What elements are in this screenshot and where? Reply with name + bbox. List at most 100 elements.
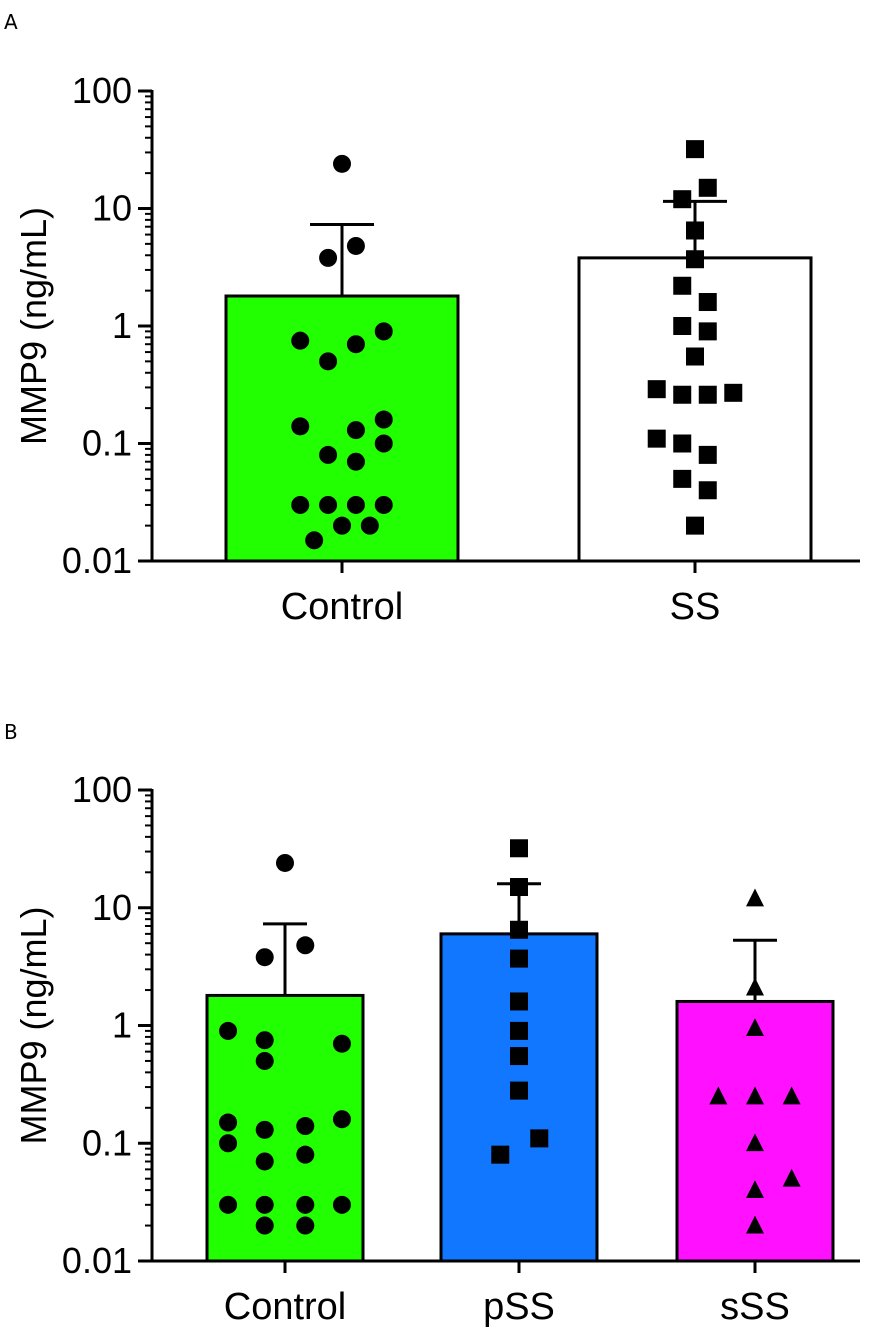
point-control <box>296 1117 315 1136</box>
point-sss <box>782 1086 801 1105</box>
y-tick-label: 1 <box>112 305 132 346</box>
point-pss <box>530 1129 549 1148</box>
point-ss <box>673 276 692 295</box>
point-pss <box>510 949 528 968</box>
point-pss <box>510 920 528 939</box>
point-control <box>374 495 393 514</box>
point-control <box>360 516 379 535</box>
point-ss <box>686 516 704 535</box>
y-tick-label: 100 <box>72 769 132 810</box>
x-category-label-pss: pSS <box>483 1286 555 1328</box>
point-control <box>255 1216 274 1235</box>
point-control <box>319 248 338 267</box>
point-control <box>346 495 365 514</box>
point-pss <box>491 1145 510 1164</box>
point-control <box>255 1195 274 1214</box>
point-control <box>255 1031 274 1050</box>
y-tick-label: 1 <box>112 1005 132 1046</box>
point-control <box>296 1216 315 1235</box>
x-category-label-control: Control <box>224 1286 347 1328</box>
x-category-label-sss: sSS <box>720 1286 790 1328</box>
point-pss <box>510 878 528 897</box>
point-ss <box>686 140 704 159</box>
y-axis-title: MMP9 (ng/mL) <box>13 906 54 1144</box>
point-control <box>255 1051 274 1070</box>
point-control <box>219 1113 238 1132</box>
point-control <box>374 434 393 453</box>
point-control <box>319 445 338 464</box>
point-control <box>333 516 351 535</box>
point-ss <box>673 317 692 335</box>
y-tick-label: 10 <box>92 887 132 928</box>
point-control <box>374 322 393 341</box>
y-tick-label: 0.1 <box>82 1122 132 1163</box>
point-ss <box>673 469 692 488</box>
point-pss <box>510 1081 528 1100</box>
point-ss <box>673 190 692 209</box>
x-category-label-ss: SS <box>670 586 721 628</box>
point-sss <box>746 977 764 996</box>
x-category-label-control: Control <box>281 586 404 628</box>
point-sss <box>782 1168 801 1187</box>
y-tick-label: 10 <box>92 188 132 229</box>
point-control <box>276 853 294 872</box>
point-pss <box>510 1047 528 1066</box>
point-control <box>346 452 365 471</box>
point-control <box>255 1120 274 1139</box>
point-ss <box>647 380 666 399</box>
point-control <box>255 948 274 967</box>
point-control <box>296 936 315 955</box>
point-ss <box>698 445 717 464</box>
point-ss <box>673 385 692 404</box>
point-pss <box>510 839 528 858</box>
point-control <box>319 495 338 514</box>
point-ss <box>686 250 704 269</box>
point-ss <box>673 434 692 453</box>
point-ss <box>698 322 717 341</box>
point-control <box>332 1034 351 1053</box>
bar-ss <box>577 256 813 563</box>
point-control <box>291 331 310 350</box>
point-sss <box>746 1215 764 1234</box>
point-ss <box>698 293 717 312</box>
point-control <box>346 335 365 354</box>
chart-b: 0.01 0.1 1 10 100 Control pSS sSS MMP9 (ng/mL) <box>13 769 860 1328</box>
point-control <box>319 352 338 371</box>
chart-a: 0.01 0.1 1 10 100 Control SS MMP9 (ng/mL) <box>13 70 860 628</box>
point-ss <box>698 481 717 500</box>
point-ss <box>686 221 704 240</box>
point-control <box>296 1145 315 1164</box>
y-tick-label: 100 <box>72 70 132 111</box>
point-control <box>219 1195 238 1214</box>
point-control <box>332 1110 351 1129</box>
point-control <box>255 1152 274 1171</box>
point-control <box>296 1195 315 1214</box>
point-control <box>332 1195 351 1214</box>
point-control <box>374 410 393 429</box>
y-tick-label: 0.01 <box>62 1240 132 1281</box>
point-control <box>333 154 351 173</box>
point-control <box>219 1021 238 1040</box>
panel-label-b: B <box>4 720 18 744</box>
point-ss <box>698 178 717 197</box>
point-control <box>219 1134 238 1153</box>
point-control <box>346 421 365 440</box>
point-control <box>291 417 310 436</box>
point-ss <box>698 385 717 404</box>
point-ss <box>686 347 704 366</box>
point-pss <box>510 992 528 1011</box>
point-sss <box>746 888 764 907</box>
point-sss <box>746 1180 764 1199</box>
panel-label-a: A <box>4 10 18 34</box>
point-sss <box>709 1086 728 1105</box>
y-tick-label: 0.1 <box>82 423 132 464</box>
point-control <box>305 531 324 550</box>
point-ss <box>724 383 743 402</box>
point-ss <box>647 429 666 448</box>
point-sss <box>746 1018 764 1037</box>
y-tick-label: 0.01 <box>62 540 132 581</box>
point-control <box>346 236 365 255</box>
point-sss <box>746 1086 764 1105</box>
y-axis-title: MMP9 (ng/mL) <box>13 207 54 445</box>
point-pss <box>510 1021 528 1040</box>
